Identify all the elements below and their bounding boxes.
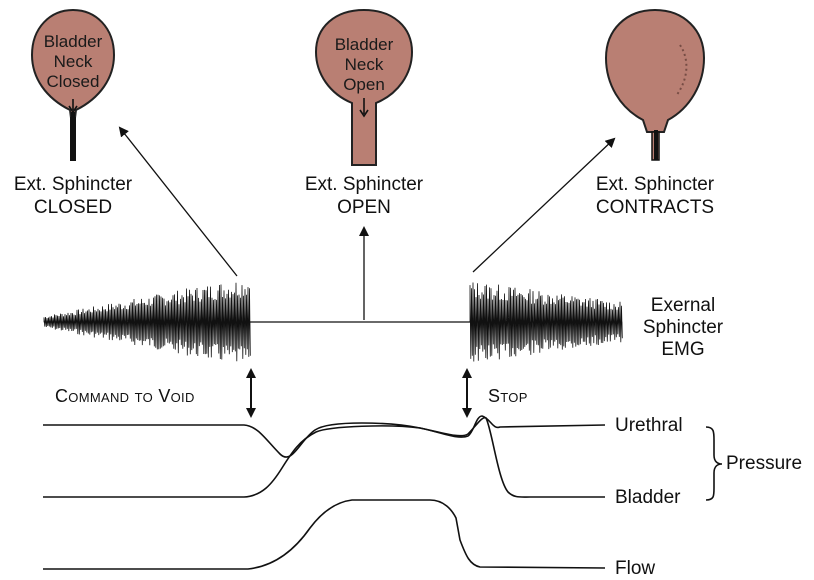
sphincter-contracts-line2: CONTRACTS xyxy=(582,196,728,219)
sphincter-label-open: Ext. Sphincter OPEN xyxy=(291,173,437,219)
command-marker xyxy=(246,368,256,418)
sphincter-label-contracts: Ext. Sphincter CONTRACTS xyxy=(582,173,728,219)
emg-label-line3: EMG xyxy=(628,339,738,361)
sphincter-label-closed: Ext. Sphincter CLOSED xyxy=(0,173,146,219)
sphincter-open-line2: OPEN xyxy=(291,196,437,219)
bladder2-text-line2: Neck xyxy=(324,55,404,75)
pressure-brace xyxy=(706,427,722,500)
emg-burst-left xyxy=(44,283,250,361)
urethral-label: Urethral xyxy=(615,414,683,437)
sphincter-open-line1: Ext. Sphincter xyxy=(291,173,437,196)
stop-label: Stop xyxy=(488,385,528,408)
command-to-void-label: Command to Void xyxy=(55,385,195,408)
bladder-contracting xyxy=(606,10,704,160)
stop-marker xyxy=(462,368,472,418)
sphincter-contracts-line1: Ext. Sphincter xyxy=(582,173,728,196)
emg-label-line2: Sphincter xyxy=(628,317,738,339)
emg-label-line1: Exernal xyxy=(628,295,738,317)
flow-label: Flow xyxy=(615,557,655,580)
sphincter-closed-line2: CLOSED xyxy=(0,196,146,219)
emg-trace xyxy=(44,283,622,362)
pressure-label: Pressure xyxy=(726,452,802,475)
bladder1-text: Bladder Neck Closed xyxy=(33,32,113,92)
bladder-label: Bladder xyxy=(615,486,681,509)
flow-trace xyxy=(43,500,605,569)
bladder-pressure-trace xyxy=(43,418,605,497)
bladder2-text-line3: Open xyxy=(324,75,404,95)
emg-burst-right xyxy=(470,283,622,362)
bladder1-text-line1: Bladder xyxy=(33,32,113,52)
emg-label: Exernal Sphincter EMG xyxy=(628,295,738,361)
urethral-pressure-trace xyxy=(43,416,605,457)
bladder1-text-line3: Closed xyxy=(33,72,113,92)
bladder2-text: Bladder Neck Open xyxy=(324,35,404,95)
sphincter-closed-line1: Ext. Sphincter xyxy=(0,173,146,196)
bladder1-text-line2: Neck xyxy=(33,52,113,72)
bladder2-text-line1: Bladder xyxy=(324,35,404,55)
